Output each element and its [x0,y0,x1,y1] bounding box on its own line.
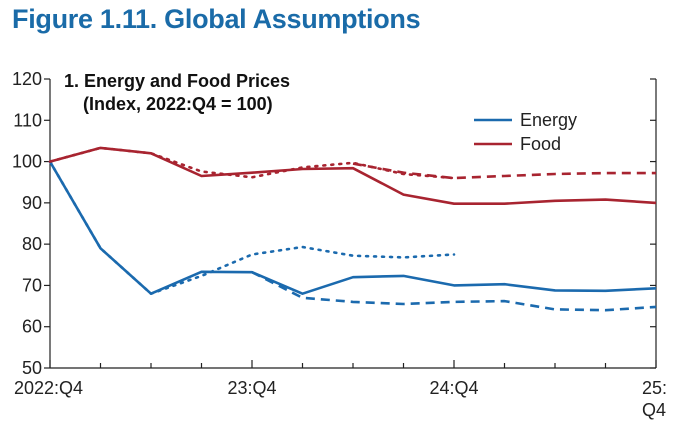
panel-title: 1. Energy and Food Prices [64,71,290,91]
y-tick-label: 120 [12,69,42,89]
legend: Energy Food [474,110,577,154]
series-dotted-line [48,146,456,180]
figure-title: Figure 1.11. Global Assumptions [12,4,421,34]
x-tick-label: 23:Q4 [227,378,276,398]
y-tick-label: 80 [22,234,42,254]
y-tick-label: 100 [12,152,42,172]
series-dashed-line [352,162,656,180]
energy-solid-line [48,160,657,296]
y-tick-label: 70 [22,275,42,295]
series-dotted-line [48,160,456,296]
legend-label-energy: Energy [520,110,577,130]
legend-label-food: Food [520,134,561,154]
series-layer [48,146,657,312]
food-solid-line [49,146,657,205]
panel-subtitle: (Index, 2022:Q4 = 100) [83,94,273,114]
x-tick-label: 25: Q4 [642,378,667,420]
y-tick-label: 60 [22,317,42,337]
y-tick-label: 50 [22,358,42,378]
y-tick-label: 90 [22,193,42,213]
x-tick-label: 2022:Q4 [14,378,83,398]
y-tick-label: 110 [13,110,42,130]
axes: 50 60 70 80 90 100 110 120 2022:Q4 23:Q4 24:Q4 25: Q… [12,69,667,420]
x-tick-label: 24:Q4 [429,378,478,398]
